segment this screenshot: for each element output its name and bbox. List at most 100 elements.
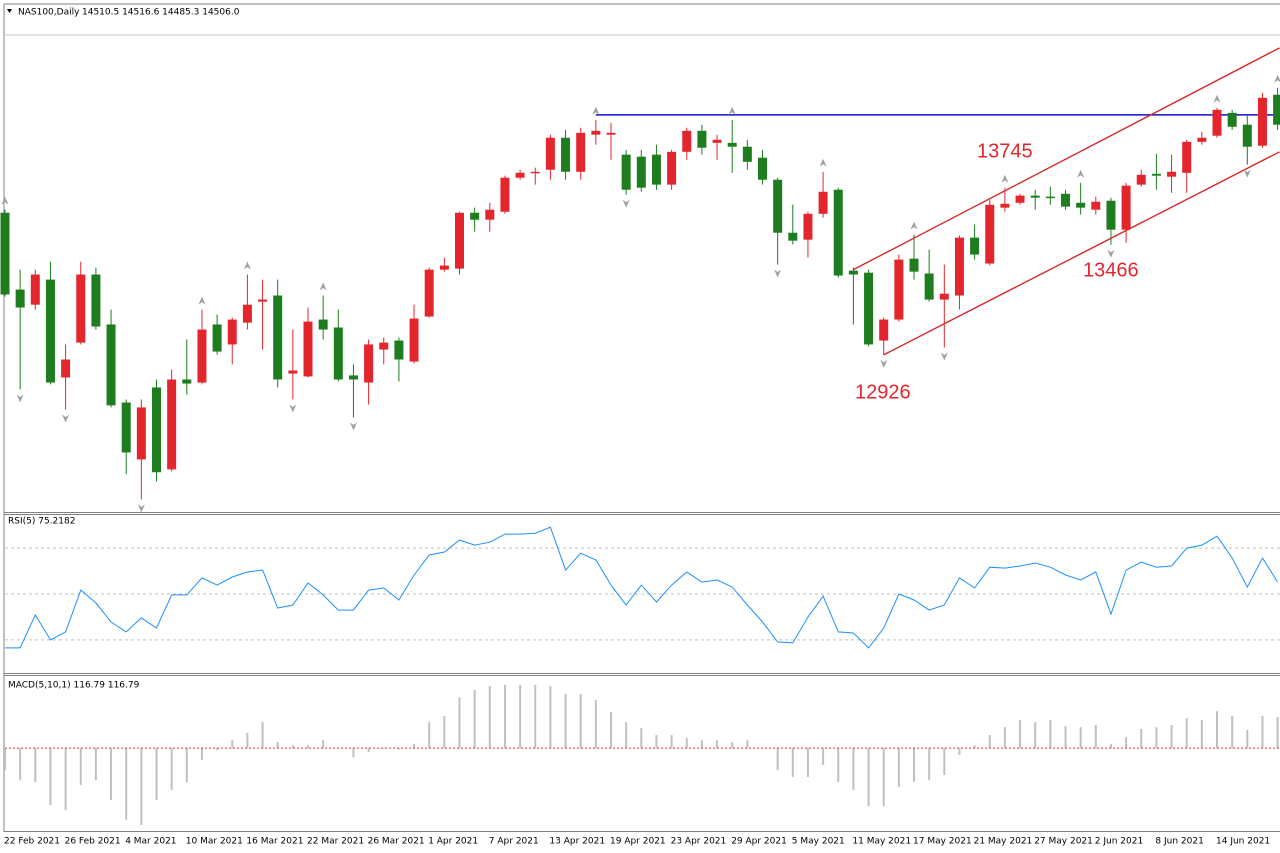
candle-body bbox=[1242, 124, 1252, 147]
candle-body bbox=[1106, 200, 1116, 230]
symbol-title: NAS100,Daily bbox=[18, 8, 80, 18]
fractal-up bbox=[1213, 94, 1221, 103]
candle-body bbox=[91, 274, 101, 327]
candle-body bbox=[848, 270, 858, 275]
candle-body bbox=[318, 319, 328, 330]
candle-body bbox=[136, 407, 146, 460]
candle-body bbox=[909, 258, 919, 272]
candle-body bbox=[667, 151, 677, 185]
candle-body bbox=[712, 139, 722, 143]
candle-body bbox=[1197, 137, 1207, 142]
x-tick-label: 29 Apr 2021 bbox=[731, 837, 787, 847]
candle-body bbox=[561, 137, 571, 172]
fractal-down bbox=[62, 414, 70, 423]
x-tick-label: 11 May 2021 bbox=[852, 837, 911, 847]
candle-body bbox=[606, 132, 616, 135]
menu-arrow[interactable] bbox=[7, 9, 12, 13]
x-tick-label: 22 Mar 2021 bbox=[307, 837, 364, 847]
candle-body bbox=[212, 324, 222, 352]
candle-body bbox=[0, 212, 10, 295]
candle-body bbox=[924, 273, 934, 300]
candle-body bbox=[879, 319, 889, 341]
candle-body bbox=[1151, 173, 1161, 176]
candle-body bbox=[1136, 174, 1146, 185]
candle-body bbox=[788, 232, 798, 241]
candle-body bbox=[530, 171, 540, 174]
fractal-up bbox=[819, 158, 827, 167]
candle-body bbox=[273, 295, 283, 380]
candle-body bbox=[364, 344, 374, 383]
candle-body bbox=[167, 379, 177, 470]
candle-body bbox=[833, 189, 843, 276]
candle-body bbox=[303, 321, 313, 377]
candle-body bbox=[636, 156, 646, 188]
candle-body bbox=[288, 370, 298, 374]
candle-body bbox=[424, 269, 434, 317]
candle-body bbox=[954, 237, 964, 296]
x-tick-label: 1 Apr 2021 bbox=[428, 837, 478, 847]
candle-body bbox=[242, 304, 252, 323]
candle-body bbox=[76, 274, 86, 343]
x-tick-label: 8 Jun 2021 bbox=[1155, 837, 1203, 847]
candle-body bbox=[1030, 195, 1040, 198]
channel-line bbox=[853, 47, 1280, 271]
candle-body bbox=[106, 324, 116, 406]
fractal-up bbox=[243, 261, 251, 270]
candle-body bbox=[1273, 94, 1280, 125]
price-annotation: 13745 bbox=[977, 140, 1033, 162]
candle-body bbox=[409, 318, 419, 362]
x-tick-label: 19 Apr 2021 bbox=[610, 837, 666, 847]
x-tick-label: 23 Apr 2021 bbox=[671, 837, 727, 847]
candle-body bbox=[152, 387, 161, 473]
candle-body bbox=[121, 402, 131, 453]
x-tick-label: 5 May 2021 bbox=[792, 837, 845, 847]
candle-body bbox=[182, 379, 192, 384]
candle-body bbox=[1257, 97, 1267, 146]
candle-body bbox=[258, 299, 268, 302]
x-tick-label: 14 Jun 2021 bbox=[1216, 837, 1270, 847]
candle-body bbox=[1045, 196, 1055, 199]
fractal-down bbox=[940, 352, 948, 361]
x-tick-label: 4 Mar 2021 bbox=[125, 837, 176, 847]
x-tick-label: 26 Mar 2021 bbox=[368, 837, 425, 847]
fractal-up bbox=[1274, 74, 1280, 83]
fractal-up bbox=[198, 296, 206, 305]
fractal-down bbox=[1107, 249, 1115, 258]
candle-body bbox=[894, 259, 904, 320]
fractal-down bbox=[349, 422, 357, 431]
candle-body bbox=[1182, 141, 1192, 173]
candle-body bbox=[591, 130, 601, 135]
candle-body bbox=[545, 137, 555, 170]
candle-body bbox=[379, 342, 389, 350]
x-tick-label: 22 Feb 2021 bbox=[4, 837, 60, 847]
x-tick-label: 13 Apr 2021 bbox=[549, 837, 605, 847]
fractal-up bbox=[319, 282, 327, 291]
candle-body bbox=[773, 179, 783, 233]
candle-body bbox=[742, 146, 752, 162]
x-tick-label: 16 Mar 2021 bbox=[246, 837, 303, 847]
candle-body bbox=[697, 130, 707, 148]
candle-body bbox=[985, 204, 995, 264]
x-tick-label: 26 Feb 2021 bbox=[65, 837, 121, 847]
fractal-up bbox=[910, 221, 918, 230]
fractal-up bbox=[592, 106, 600, 115]
candle-body bbox=[394, 340, 404, 360]
candle-body bbox=[864, 272, 874, 345]
candle-body bbox=[1167, 171, 1177, 177]
candle-body bbox=[1015, 195, 1025, 203]
ohlc-info: 14510.5 14516.6 14485.3 14506.0 bbox=[82, 8, 240, 18]
fractal-up bbox=[1001, 174, 1009, 183]
candle-body bbox=[803, 213, 813, 240]
x-tick-label: 17 May 2021 bbox=[913, 837, 972, 847]
fractal-down bbox=[16, 394, 24, 403]
candle-body bbox=[439, 265, 449, 270]
candle-body bbox=[61, 359, 71, 378]
x-tick-label: 21 May 2021 bbox=[974, 837, 1033, 847]
candle-body bbox=[470, 212, 480, 220]
candle-body bbox=[621, 154, 631, 190]
candle-body bbox=[227, 319, 237, 345]
candle-body bbox=[727, 142, 737, 147]
candle-body bbox=[682, 130, 692, 152]
